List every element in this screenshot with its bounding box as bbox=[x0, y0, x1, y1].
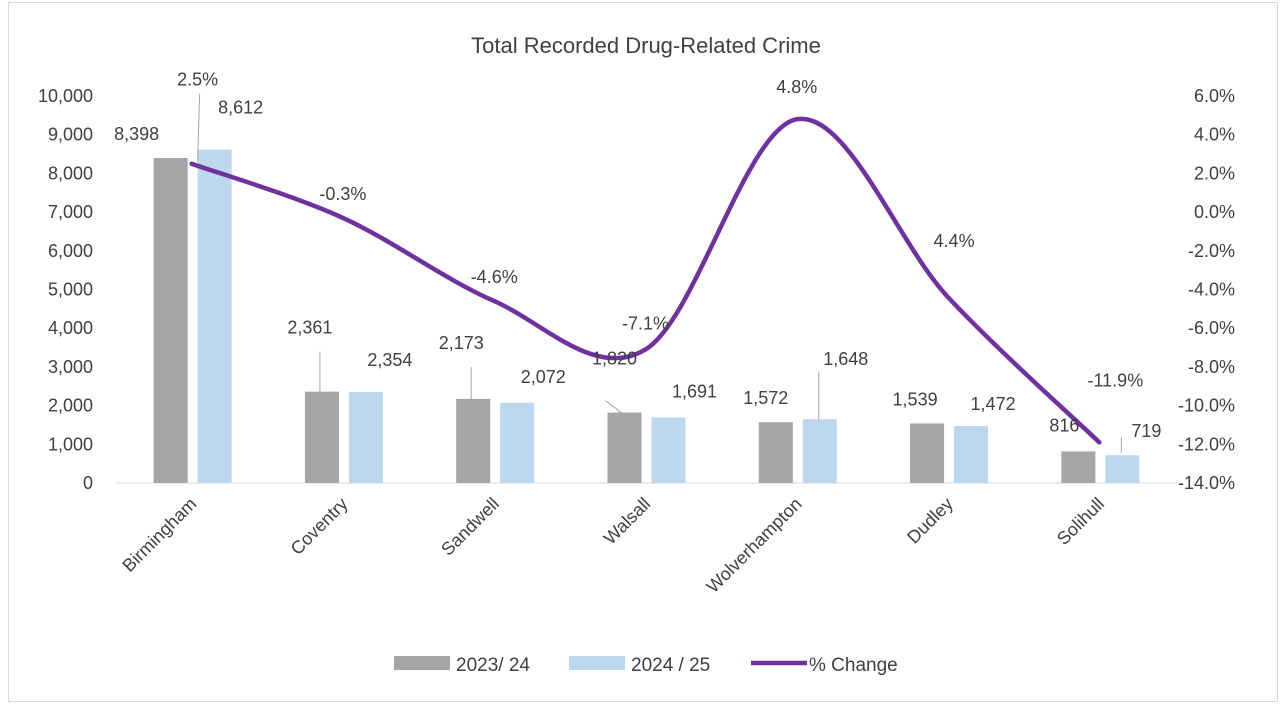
bar-2024-25-label: 2,072 bbox=[521, 367, 566, 387]
x-tick-label: Coventry bbox=[287, 494, 352, 559]
label-leader-line bbox=[605, 400, 623, 414]
legend-label: 2023/ 24 bbox=[456, 655, 530, 676]
bar-2023-24-label: 1,539 bbox=[893, 389, 938, 409]
bar-series bbox=[153, 149, 1140, 483]
legend-label: % Change bbox=[809, 655, 898, 676]
legend-swatch bbox=[394, 656, 450, 670]
bar-2023-24-label: 2,173 bbox=[439, 333, 484, 353]
bar-2024-25-label: 8,612 bbox=[218, 98, 263, 118]
bar-2023-24 bbox=[910, 423, 945, 483]
percent-change-label: -4.6% bbox=[471, 267, 518, 287]
percent-change-point bbox=[794, 117, 799, 122]
y2-tick-label: 0.0% bbox=[1194, 202, 1235, 222]
bar-2024-25 bbox=[500, 402, 535, 483]
y-tick-label: 8,000 bbox=[48, 163, 93, 183]
y2-tick-label: -14.0% bbox=[1178, 473, 1235, 493]
y-tick-label: 4,000 bbox=[48, 318, 93, 338]
y2-tick-label: -12.0% bbox=[1178, 434, 1235, 454]
y2-tick-label: 6.0% bbox=[1194, 86, 1235, 106]
bar-2023-24 bbox=[153, 157, 188, 483]
y-axis: 0 1,000 2,000 3,000 4,000 5,000 6,000 7,000 8,00… bbox=[38, 86, 93, 493]
chart-frame: Total Recorded Drug-Related Crime 0 1,000… bbox=[8, 2, 1278, 702]
percent-change-label: 4.8% bbox=[776, 77, 817, 97]
legend-label: 2024 / 25 bbox=[631, 655, 710, 676]
y2-tick-label: -4.0% bbox=[1188, 280, 1235, 300]
bar-2023-24 bbox=[304, 391, 339, 483]
y-tick-label: 7,000 bbox=[48, 202, 93, 222]
bar-2023-24-label: 8,398 bbox=[114, 124, 159, 144]
y2-tick-label: -10.0% bbox=[1178, 396, 1235, 416]
bar-2024-25 bbox=[197, 149, 232, 483]
bar-2024-25 bbox=[802, 419, 837, 483]
x-tick-label: Dudley bbox=[903, 494, 957, 548]
bar-2023-24-label: 2,361 bbox=[287, 318, 332, 338]
bar-2024-25 bbox=[348, 391, 383, 483]
legend: 2023/ 24 2024 / 25 % Change bbox=[394, 655, 898, 676]
y2-tick-label: 4.0% bbox=[1194, 125, 1235, 145]
y-tick-label: 6,000 bbox=[48, 241, 93, 261]
x-tick-label: Walsall bbox=[600, 494, 655, 549]
y2-tick-label: 2.0% bbox=[1194, 163, 1235, 183]
percent-change-point bbox=[189, 161, 194, 166]
y-tick-label: 0 bbox=[83, 473, 93, 493]
bar-2023-24 bbox=[607, 412, 642, 483]
percent-change-label: -0.3% bbox=[319, 184, 366, 204]
percent-change-point bbox=[643, 347, 648, 352]
percent-change-point bbox=[492, 299, 497, 304]
bar-2024-25-label: 719 bbox=[1131, 421, 1161, 441]
percent-change-point bbox=[340, 215, 345, 220]
percent-change-point bbox=[946, 295, 951, 300]
bar-2023-24-label: 816 bbox=[1049, 415, 1079, 435]
x-tick-label: Wolverhampton bbox=[703, 494, 806, 597]
y-tick-label: 2,000 bbox=[48, 396, 93, 416]
bar-2023-24 bbox=[1061, 451, 1096, 483]
bar-2023-24-label: 1,572 bbox=[743, 388, 788, 408]
bar-2023-24 bbox=[758, 422, 793, 483]
bar-2024-25 bbox=[1105, 455, 1140, 483]
bar-2023-24 bbox=[456, 398, 491, 483]
y2-axis: -14.0% -12.0% -10.0% -8.0% -6.0% -4.0% -2.0% 0.… bbox=[1178, 86, 1235, 493]
bar-2024-25-label: 1,472 bbox=[971, 394, 1016, 414]
bar-2024-25-label: 1,648 bbox=[823, 349, 868, 369]
combo-chart: Total Recorded Drug-Related Crime 0 1,000… bbox=[38, 33, 1235, 676]
percent-change-label: 2.5% bbox=[177, 70, 218, 90]
y2-tick-label: -6.0% bbox=[1188, 318, 1235, 338]
bar-2024-25-label: 2,354 bbox=[367, 350, 412, 370]
x-tick-label: Sandwell bbox=[437, 494, 503, 560]
bar-2024-25-label: 1,691 bbox=[672, 382, 717, 402]
y-tick-label: 10,000 bbox=[38, 86, 93, 106]
percent-change-label: 4.4% bbox=[934, 231, 975, 251]
chart-title: Total Recorded Drug-Related Crime bbox=[471, 33, 821, 58]
label-leader-line bbox=[197, 93, 201, 162]
percent-change-label: -11.9% bbox=[1088, 370, 1144, 390]
line-series bbox=[189, 116, 1102, 445]
legend-swatch bbox=[569, 656, 625, 670]
x-axis: Birmingham Coventry Sandwell Walsall Wolverh… bbox=[116, 482, 1175, 597]
y2-tick-label: -2.0% bbox=[1188, 241, 1235, 261]
x-tick-label: Birmingham bbox=[118, 494, 200, 576]
data-labels: 8,398 8,612 2,361 2,354 2,173 2,072 1,820 1,691… bbox=[114, 70, 1161, 454]
bar-2023-24-label: 1,820 bbox=[592, 349, 637, 369]
percent-change-label: -7.1% bbox=[622, 313, 669, 333]
bar-2024-25 bbox=[954, 426, 989, 483]
x-tick-label: Solihull bbox=[1053, 494, 1108, 549]
y-tick-label: 1,000 bbox=[48, 434, 93, 454]
y2-tick-label: -8.0% bbox=[1188, 357, 1235, 377]
bar-2024-25 bbox=[651, 417, 686, 483]
y-tick-label: 3,000 bbox=[48, 357, 93, 377]
y-tick-label: 9,000 bbox=[48, 125, 93, 145]
percent-change-point bbox=[1097, 440, 1102, 445]
y-tick-label: 5,000 bbox=[48, 280, 93, 300]
